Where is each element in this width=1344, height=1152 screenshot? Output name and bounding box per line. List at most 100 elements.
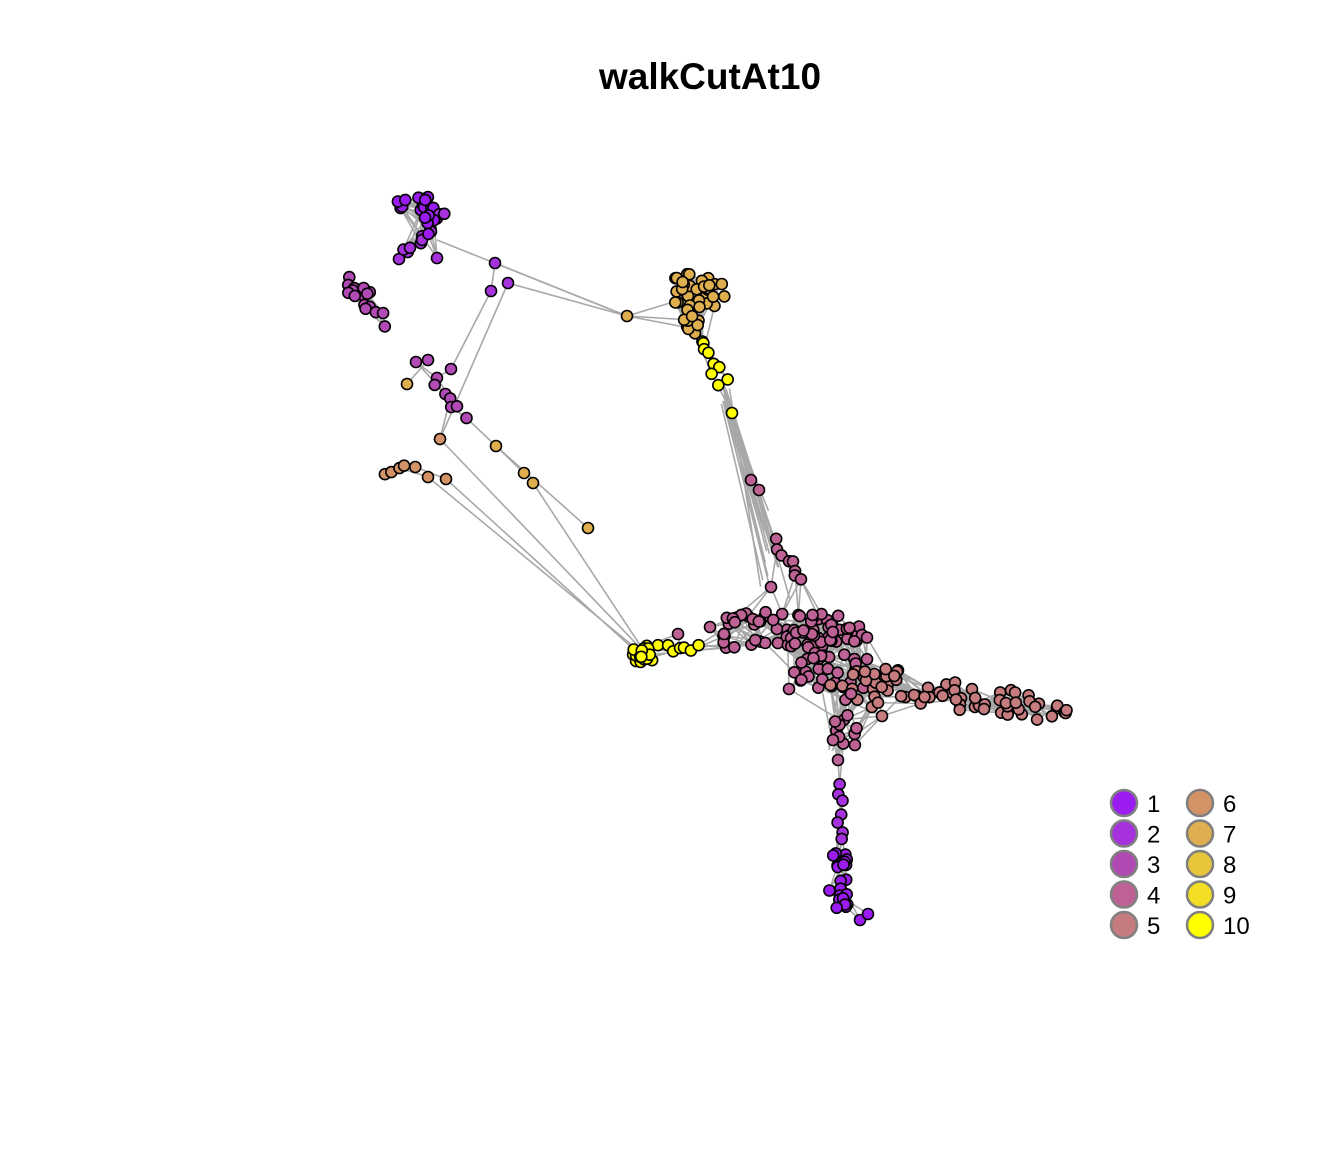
legend-label-10: 10 <box>1223 913 1250 940</box>
network-edge <box>881 702 921 717</box>
network-node-group-5 <box>1009 696 1023 710</box>
legend-swatch-3 <box>1109 849 1139 879</box>
network-node-group-5 <box>824 678 837 692</box>
network-node-group-5 <box>871 696 885 710</box>
network-node-group-1 <box>823 884 836 897</box>
network-edge <box>507 282 628 317</box>
network-node-group-3 <box>376 306 390 320</box>
network-node-group-7 <box>691 318 705 332</box>
network-node-group-1 <box>398 193 412 207</box>
network-node-group-3 <box>450 399 464 413</box>
network-node-group-4 <box>860 652 874 666</box>
network-node-group-5 <box>1028 700 1042 714</box>
network-edge <box>877 701 921 705</box>
network-node-group-4 <box>794 572 808 586</box>
network-edge <box>722 400 769 577</box>
network-node-group-6 <box>421 470 435 484</box>
network-edge <box>720 403 764 581</box>
network-node-group-4 <box>831 666 844 680</box>
network-edge <box>764 642 795 673</box>
network-edge <box>786 644 790 690</box>
legend-swatch-4 <box>1109 880 1139 909</box>
network-node-group-3 <box>421 353 435 367</box>
network-node-group-5 <box>936 689 949 703</box>
network-node-group-1 <box>861 907 875 921</box>
network-node-group-2 <box>833 777 846 791</box>
network-edge <box>532 482 641 646</box>
network-node-group-4 <box>793 609 807 623</box>
network-node-group-1 <box>422 227 435 241</box>
network-node-group-4 <box>831 609 845 623</box>
network-node-group-2 <box>484 284 498 298</box>
legend-swatch-6 <box>1185 788 1215 818</box>
network-node-group-6 <box>397 459 411 473</box>
network-node-group-7 <box>620 309 634 323</box>
network-node-group-3 <box>360 287 374 301</box>
network-node-group-5 <box>918 690 931 704</box>
legend-label-4: 4 <box>1147 883 1160 910</box>
network-node-group-4 <box>788 637 802 650</box>
network-node-group-6 <box>433 432 447 446</box>
network-node-group-10 <box>634 650 648 664</box>
legend-label-6: 6 <box>1223 791 1236 818</box>
network-edge <box>494 262 628 317</box>
legend-label-3: 3 <box>1147 852 1160 879</box>
network-node-group-3 <box>409 355 423 369</box>
legend-swatch-10 <box>1185 910 1215 940</box>
network-edge <box>788 688 841 721</box>
network-node-group-4 <box>752 615 766 628</box>
network-node-group-7 <box>526 476 540 490</box>
network-node-group-3 <box>460 411 473 425</box>
network-node-group-4 <box>826 625 840 639</box>
legend-swatch-5 <box>1109 910 1139 940</box>
network-edge <box>854 715 883 746</box>
legend-label-8: 8 <box>1223 852 1236 879</box>
network-node-group-7 <box>682 267 696 281</box>
network-node-group-5 <box>875 709 889 723</box>
network-node-group-2 <box>831 816 844 829</box>
legend-swatch-7 <box>1185 819 1215 848</box>
network-node-group-4 <box>841 708 854 722</box>
legend-swatch-1 <box>1109 788 1139 818</box>
network-node-group-4 <box>728 615 742 629</box>
network-node-group-10 <box>711 378 725 392</box>
network-node-group-2 <box>836 794 849 808</box>
network-node-group-4 <box>759 605 772 619</box>
network-node-group-5 <box>894 689 908 703</box>
network-node-group-4 <box>727 640 741 654</box>
network-node-group-2 <box>403 241 417 255</box>
network-node-group-7 <box>702 278 716 292</box>
legend-label-7: 7 <box>1223 822 1236 849</box>
network-node-group-1 <box>418 193 432 207</box>
network-node-group-4 <box>848 738 862 752</box>
network-node-group-5 <box>953 703 967 717</box>
network-edge <box>439 282 509 440</box>
network-edge <box>465 417 497 447</box>
network-node-group-5 <box>949 693 963 706</box>
network-node-group-10 <box>692 638 705 652</box>
network-node-group-5 <box>968 691 982 705</box>
network-node-group-1 <box>837 858 850 872</box>
network-node-group-1 <box>418 211 432 224</box>
network-node-group-4 <box>771 636 785 650</box>
network-node-group-5 <box>875 680 889 694</box>
network-node-group-7 <box>706 290 720 304</box>
network-node-group-4 <box>795 673 808 687</box>
network-edge <box>450 290 492 370</box>
network-edge <box>495 445 589 529</box>
network-node-group-4 <box>850 721 863 735</box>
network-node-group-6 <box>439 472 453 486</box>
legend-swatch-8 <box>1185 849 1215 879</box>
network-node-group-2 <box>501 276 515 290</box>
network-edge <box>800 578 823 615</box>
network-node-group-4 <box>748 633 762 647</box>
network-node-group-1 <box>826 849 840 862</box>
network-node-group-5 <box>1008 686 1022 699</box>
network-node-group-2 <box>835 832 849 846</box>
network-node-group-10 <box>705 367 718 381</box>
legend-swatch-9 <box>1185 880 1215 909</box>
network-node-group-4 <box>717 627 731 641</box>
network-node-group-4 <box>843 621 856 635</box>
